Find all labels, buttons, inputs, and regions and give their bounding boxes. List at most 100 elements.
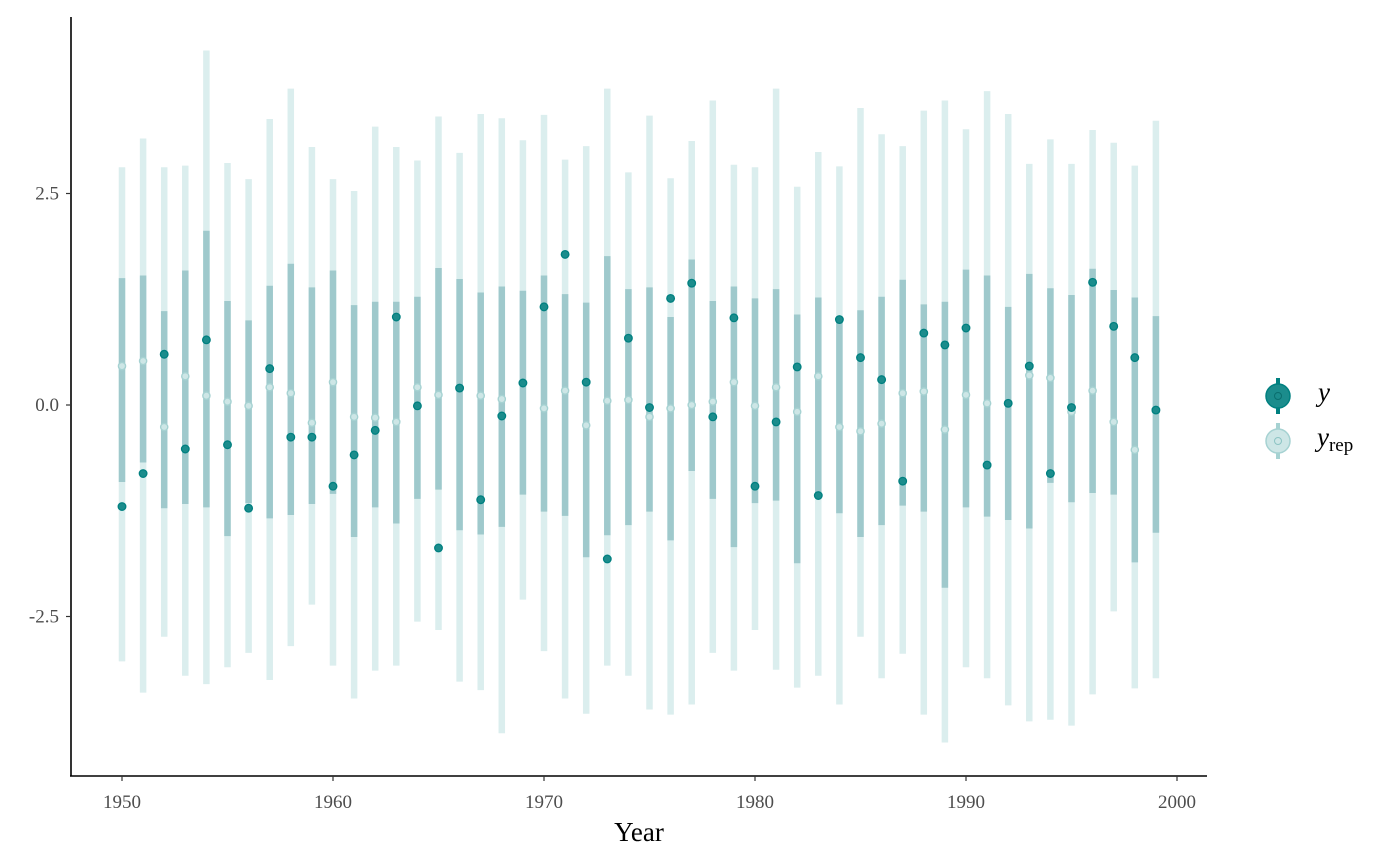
y-point-1950: [117, 502, 127, 511]
x-tick-label: 1970: [525, 792, 563, 813]
inner-intervals: [118, 230, 1160, 588]
y-point-1993: [1024, 361, 1034, 371]
y-point-1962: [370, 425, 380, 435]
yrep-point-1952: [159, 422, 169, 432]
y-point-1952: [159, 349, 169, 359]
yrep-point-1965: [434, 390, 443, 400]
yrep-point-1951: [138, 356, 148, 366]
y-point-1994: [1045, 469, 1055, 478]
yrep-point-1970: [539, 404, 549, 413]
y-point-1997: [1109, 321, 1119, 331]
yrep-point-1988: [919, 387, 929, 396]
yrep-point-1962: [370, 413, 380, 422]
y-point-1970: [539, 302, 549, 312]
legend: y yrep: [1265, 377, 1353, 459]
yrep-point-1975: [645, 412, 654, 422]
y-point-1966: [455, 383, 465, 393]
y-point-1972: [581, 377, 591, 387]
legend-yrep-label: yrep: [1314, 422, 1353, 456]
y-tick-label: 2.5: [35, 184, 59, 205]
yrep-point-1986: [877, 419, 886, 428]
y-point-1975: [645, 403, 654, 412]
yrep-point-1982: [792, 407, 802, 417]
yrep-point-1972: [581, 421, 591, 430]
x-axis-ticks: 1950 1960 1970 1980 1990 2000: [103, 776, 1196, 813]
x-tick-label: 1990: [947, 792, 985, 813]
y-point-1973: [602, 554, 612, 564]
yrep-point-1991: [982, 399, 992, 408]
yrep-point-1967: [476, 391, 486, 400]
y-point-1956: [244, 503, 254, 513]
y-point-1960: [328, 481, 338, 491]
legend-y-point: [1265, 383, 1291, 409]
yrep-point-1985: [856, 426, 865, 436]
yrep-point-1980: [750, 401, 760, 411]
x-tick-label: 1950: [103, 792, 141, 813]
y-point-1965: [434, 543, 443, 553]
y-point-1985: [856, 353, 865, 363]
yrep-point-1964: [413, 382, 422, 392]
y-point-1955: [223, 440, 232, 450]
y-point-1963: [391, 312, 401, 322]
y-point-1995: [1067, 403, 1076, 412]
y-point-1980: [750, 481, 760, 491]
yrep-point-1953: [180, 371, 190, 381]
y-point-1964: [412, 401, 422, 411]
y-point-1981: [771, 417, 781, 427]
legend-yrep-inner-dot: [1274, 437, 1282, 445]
yrep-point-1959: [307, 418, 317, 428]
y-point-1953: [180, 444, 190, 454]
yrep-point-1963: [391, 417, 401, 427]
y-point-1977: [687, 278, 697, 288]
yrep-point-1989: [940, 425, 950, 434]
legend-y-inner-dot: [1274, 392, 1282, 400]
y-point-1958: [286, 432, 296, 442]
x-tick-label: 1980: [736, 792, 774, 813]
y-point-1971: [560, 249, 570, 259]
y-point-1998: [1130, 353, 1140, 363]
y-point-1951: [138, 469, 148, 478]
y-point-1999: [1151, 405, 1161, 415]
yrep-points: [117, 356, 1161, 455]
yrep-point-1997: [1109, 417, 1118, 427]
yrep-point-1979: [729, 377, 739, 387]
yrep-point-1958: [286, 388, 296, 398]
y-point-1961: [349, 450, 359, 460]
yrep-point-1973: [603, 396, 612, 406]
y-point-1988: [919, 328, 929, 338]
y-point-1984: [834, 315, 844, 325]
legend-yrep-point: [1265, 428, 1291, 454]
y-tick-label: -2.5: [29, 607, 59, 628]
y-point-1954: [201, 335, 211, 345]
y-axis-ticks: 2.5 0.0 -2.5: [29, 184, 71, 628]
yrep-point-1984: [835, 422, 844, 432]
yrep-point-1955: [223, 397, 232, 406]
y-point-1982: [792, 362, 802, 372]
x-tick-label: 1960: [314, 792, 352, 813]
yrep-point-1974: [624, 395, 633, 405]
y-point-1978: [708, 412, 718, 422]
y-point-1987: [898, 476, 908, 486]
y-point-1969: [518, 378, 528, 388]
yrep-point-1990: [961, 390, 971, 400]
yrep-point-1994: [1046, 373, 1055, 383]
y-point-1974: [623, 333, 633, 343]
yrep-point-1976: [666, 404, 675, 413]
yrep-point-1950: [117, 361, 127, 371]
legend-item-y: y: [1265, 377, 1330, 414]
outer-intervals: [118, 50, 1160, 743]
y-point-1991: [982, 460, 992, 470]
legend-yrep-label-subscript: rep: [1329, 435, 1353, 456]
y-point-1992: [1003, 398, 1013, 408]
yrep-point-1983: [814, 371, 823, 381]
yrep-point-1971: [560, 386, 570, 395]
legend-item-yrep: yrep: [1265, 422, 1353, 459]
y-points: [117, 249, 1161, 564]
y-point-1967: [476, 495, 486, 505]
y-point-1989: [940, 340, 950, 350]
y-point-1986: [877, 375, 887, 385]
x-tick-label: 2000: [1158, 792, 1196, 813]
legend-yrep-label-main: y: [1314, 422, 1329, 452]
yrep-point-1993: [1025, 371, 1034, 380]
